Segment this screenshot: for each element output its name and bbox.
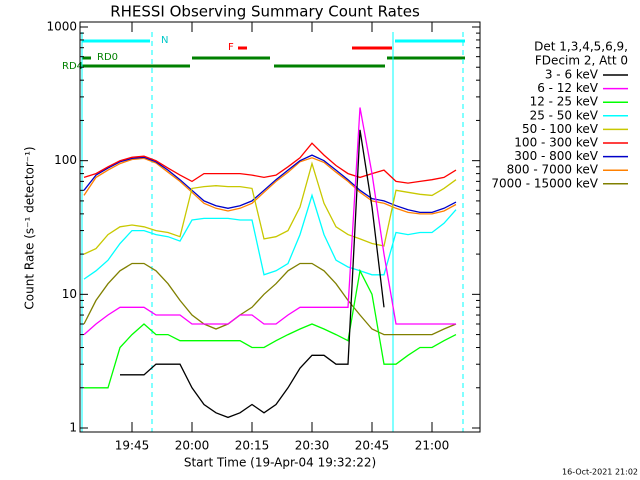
y-axis-label: Count Rate (s⁻¹ detector⁻¹) — [23, 146, 37, 309]
chart-title: RHESSI Observing Summary Count Rates — [110, 3, 420, 21]
legend-label: 12 - 25 keV — [530, 95, 599, 109]
legend-label: 50 - 100 keV — [522, 122, 599, 136]
x-tick-label: 20:30 — [295, 439, 330, 453]
x-tick-label: 20:15 — [235, 439, 270, 453]
legend-label: 100 - 300 keV — [514, 136, 598, 150]
series-line — [83, 154, 457, 214]
legend-header: FDecim 2, Att 0 — [535, 54, 628, 68]
x-tick-label: 19:45 — [115, 439, 150, 453]
series-line — [83, 157, 457, 215]
x-axis-label: Start Time (19-Apr-04 19:32:22) — [184, 456, 376, 470]
x-tick-label: 20:45 — [355, 439, 390, 453]
y-tick-label: 10 — [62, 287, 77, 301]
legend-label: 6 - 12 keV — [537, 81, 599, 95]
series-line — [83, 142, 457, 184]
legend-label: 300 - 800 keV — [514, 149, 598, 163]
annotation: RD0 — [97, 52, 118, 63]
y-tick-label: 1000 — [46, 20, 77, 34]
plot-frame — [79, 21, 481, 433]
y-tick-label: 100 — [54, 153, 77, 167]
x-tick-label: 21:00 — [415, 439, 450, 453]
legend-header: Det 1,3,4,5,6,9, — [534, 40, 628, 54]
series-line — [83, 262, 457, 336]
legend-label: 7000 - 15000 keV — [491, 176, 598, 190]
x-tick-label: 20:00 — [175, 439, 210, 453]
legend-label: 800 - 7000 keV — [507, 163, 599, 177]
legend-label: 3 - 6 keV — [545, 68, 599, 82]
y-tick-label: 1 — [69, 421, 77, 435]
annotation: RD4 — [62, 61, 83, 72]
footer: 16-Oct-2021 21:02 — [562, 468, 638, 477]
series-line — [120, 129, 385, 419]
series-line — [84, 268, 457, 389]
annotation: F — [228, 42, 234, 53]
series-line — [83, 193, 457, 280]
series-line — [83, 107, 456, 336]
series-line — [83, 161, 457, 255]
time-markers — [81, 32, 464, 432]
status-bars — [82, 39, 465, 68]
annotation: N — [161, 35, 168, 46]
legend-label: 25 - 50 keV — [530, 108, 599, 122]
